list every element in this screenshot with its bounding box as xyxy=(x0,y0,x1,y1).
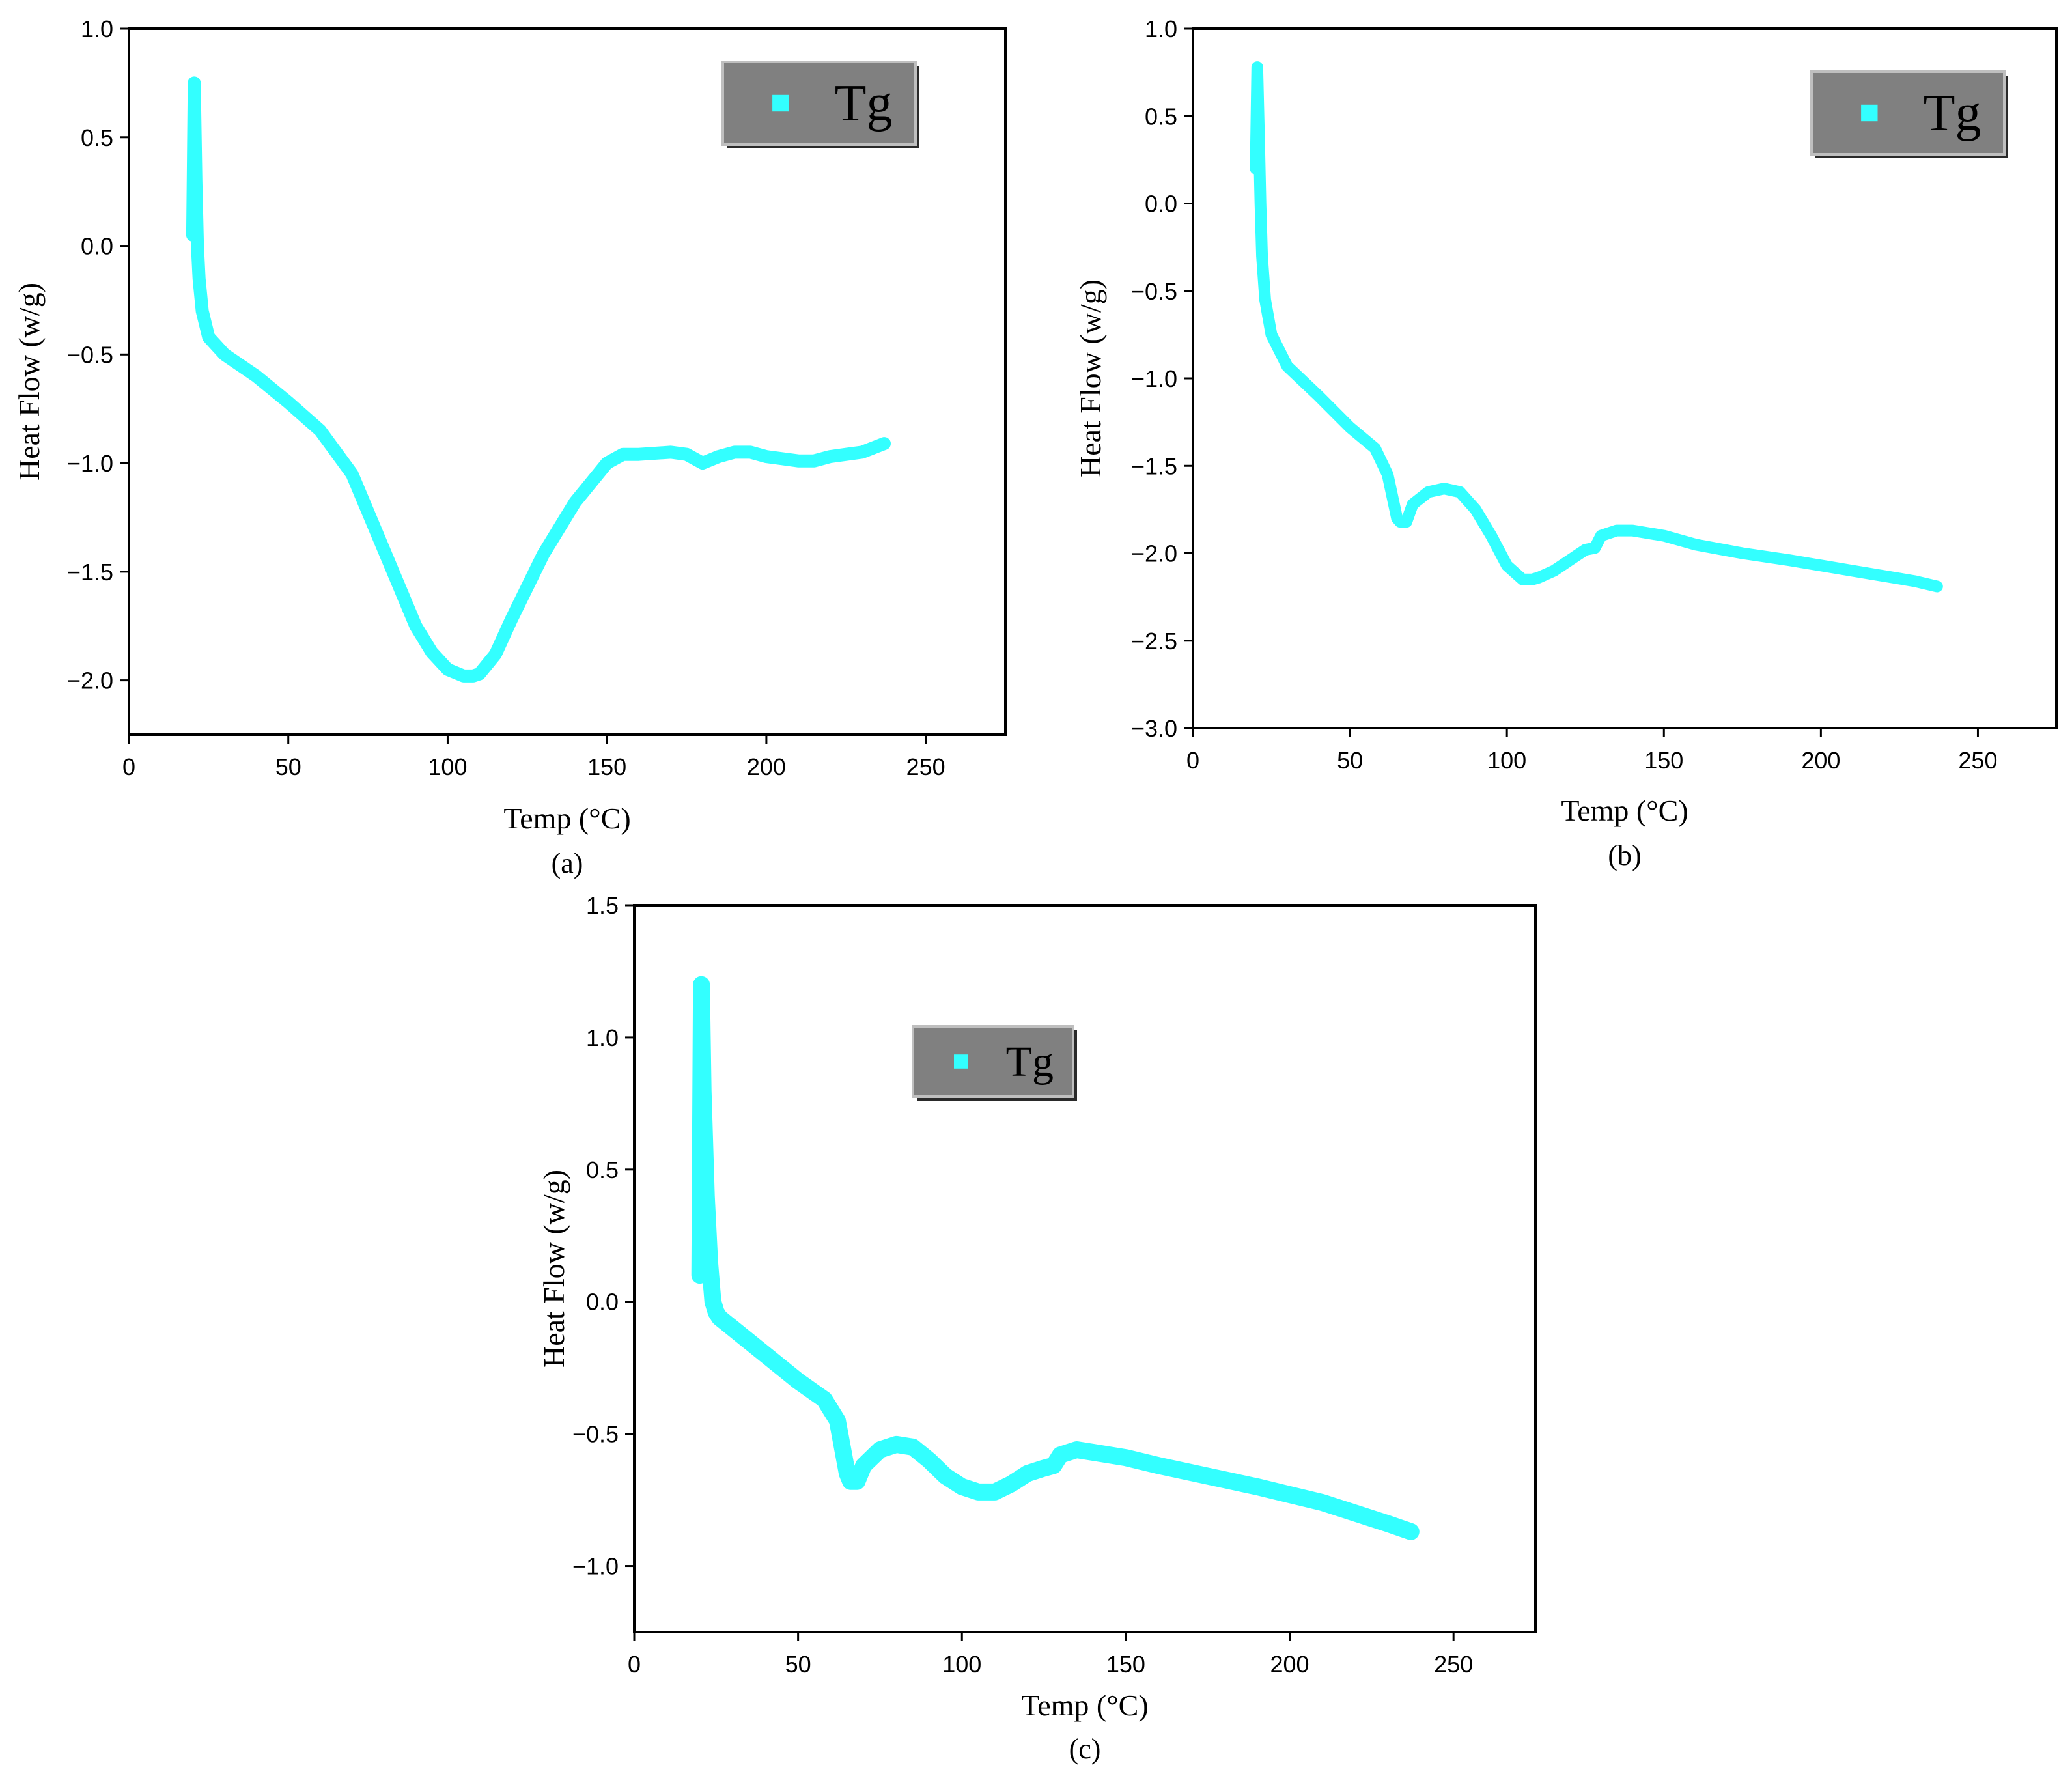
y-tick-label: −1.0 xyxy=(572,1553,619,1580)
y-tick-label: 0.0 xyxy=(586,1289,619,1316)
legend-label: Tg xyxy=(1006,1038,1054,1086)
legend-marker xyxy=(772,94,789,112)
legend-box xyxy=(721,61,917,146)
y-tick-label: −0.5 xyxy=(572,1421,619,1448)
y-tick-label: −0.5 xyxy=(1131,278,1177,305)
legend-box xyxy=(912,1025,1074,1098)
y-tick-label: −3.0 xyxy=(1131,715,1177,742)
series-line-tg xyxy=(1250,61,1943,593)
x-tick-label: 100 xyxy=(428,754,467,780)
y-tick-label: −1.5 xyxy=(1131,453,1177,479)
y-tick-label: 1.0 xyxy=(1145,16,1177,42)
y-tick-label: −2.5 xyxy=(1131,628,1177,655)
x-tick-label: 0 xyxy=(1186,747,1199,774)
y-axis-title: Heat Flow (w/g) xyxy=(1074,279,1107,477)
x-tick-label: 0 xyxy=(122,754,135,780)
x-tick-label: 150 xyxy=(1644,747,1683,774)
x-tick-label: 200 xyxy=(1270,1651,1309,1678)
y-tick-label: −2.0 xyxy=(1131,541,1177,567)
chart-panel-b: 0 50 100 150 200 250 1.0 0.5 0.0 −0.5 −1.0 −1.5 −2.0… xyxy=(1074,16,2058,871)
plot-frame xyxy=(633,904,1537,1633)
y-tick-label: −0.5 xyxy=(67,341,113,368)
legend-marker xyxy=(954,1054,968,1069)
y-tick-label: 0.5 xyxy=(81,124,113,151)
x-tick-label: 200 xyxy=(1801,747,1840,774)
x-tick-label: 250 xyxy=(1958,747,1997,774)
y-tick-label: 0.5 xyxy=(586,1157,619,1183)
series-line-tg xyxy=(691,976,1420,1540)
x-tick-label: 200 xyxy=(747,754,786,780)
y-tick-label: −1.5 xyxy=(67,559,113,585)
y-tick-label: 1.0 xyxy=(81,16,113,42)
x-tick-label: 50 xyxy=(1337,747,1363,774)
panel-label: (b) xyxy=(1608,839,1641,871)
chart-panel-c: 0 50 100 150 200 250 1.5 1.0 0.5 0.0 −0.5 −1.0 Temp … xyxy=(537,892,1537,1765)
x-tick-label: 100 xyxy=(1487,747,1526,774)
legend: Tg xyxy=(912,1025,1077,1101)
x-tick-label: 150 xyxy=(1106,1651,1145,1678)
x-tick-label: 50 xyxy=(275,754,301,780)
x-tick-label: 100 xyxy=(942,1651,981,1678)
x-tick-label: 250 xyxy=(1434,1651,1473,1678)
x-axis-title: Temp (°C) xyxy=(503,802,630,835)
y-tick-label: 1.5 xyxy=(586,892,619,919)
x-axis-title: Temp (°C) xyxy=(1021,1689,1148,1722)
y-tick-label: −1.0 xyxy=(1131,365,1177,392)
y-tick-label: 1.0 xyxy=(586,1024,619,1051)
plot-frame xyxy=(128,27,1007,736)
y-tick-label: 0.0 xyxy=(1145,191,1177,218)
chart-panel-a: 0 50 100 150 200 250 1.0 0.5 0.0 −0.5 −1.0 −1.5 −2.0… xyxy=(12,16,1007,879)
x-axis-title: Temp (°C) xyxy=(1561,794,1688,827)
x-tick-label: 250 xyxy=(906,754,945,780)
legend-marker xyxy=(1861,104,1878,122)
legend-label: Tg xyxy=(1924,85,1981,142)
legend: Tg xyxy=(721,61,919,148)
legend: Tg xyxy=(1810,70,2008,158)
panel-label: (a) xyxy=(552,847,583,879)
y-tick-label: −1.0 xyxy=(67,450,113,477)
legend-label: Tg xyxy=(835,75,893,132)
series-line-tg xyxy=(186,76,891,683)
y-tick-label: 0.0 xyxy=(81,233,113,260)
x-tick-label: 150 xyxy=(587,754,626,780)
panel-label: (c) xyxy=(1069,1733,1101,1765)
y-axis-title: Heat Flow (w/g) xyxy=(12,283,46,481)
y-tick-label: 0.5 xyxy=(1145,103,1177,130)
x-tick-label: 0 xyxy=(628,1651,641,1678)
legend-box xyxy=(1810,70,2006,156)
y-axis-title: Heat Flow (w/g) xyxy=(537,1170,570,1368)
x-tick-label: 50 xyxy=(785,1651,811,1678)
y-tick-label: −2.0 xyxy=(67,668,113,694)
